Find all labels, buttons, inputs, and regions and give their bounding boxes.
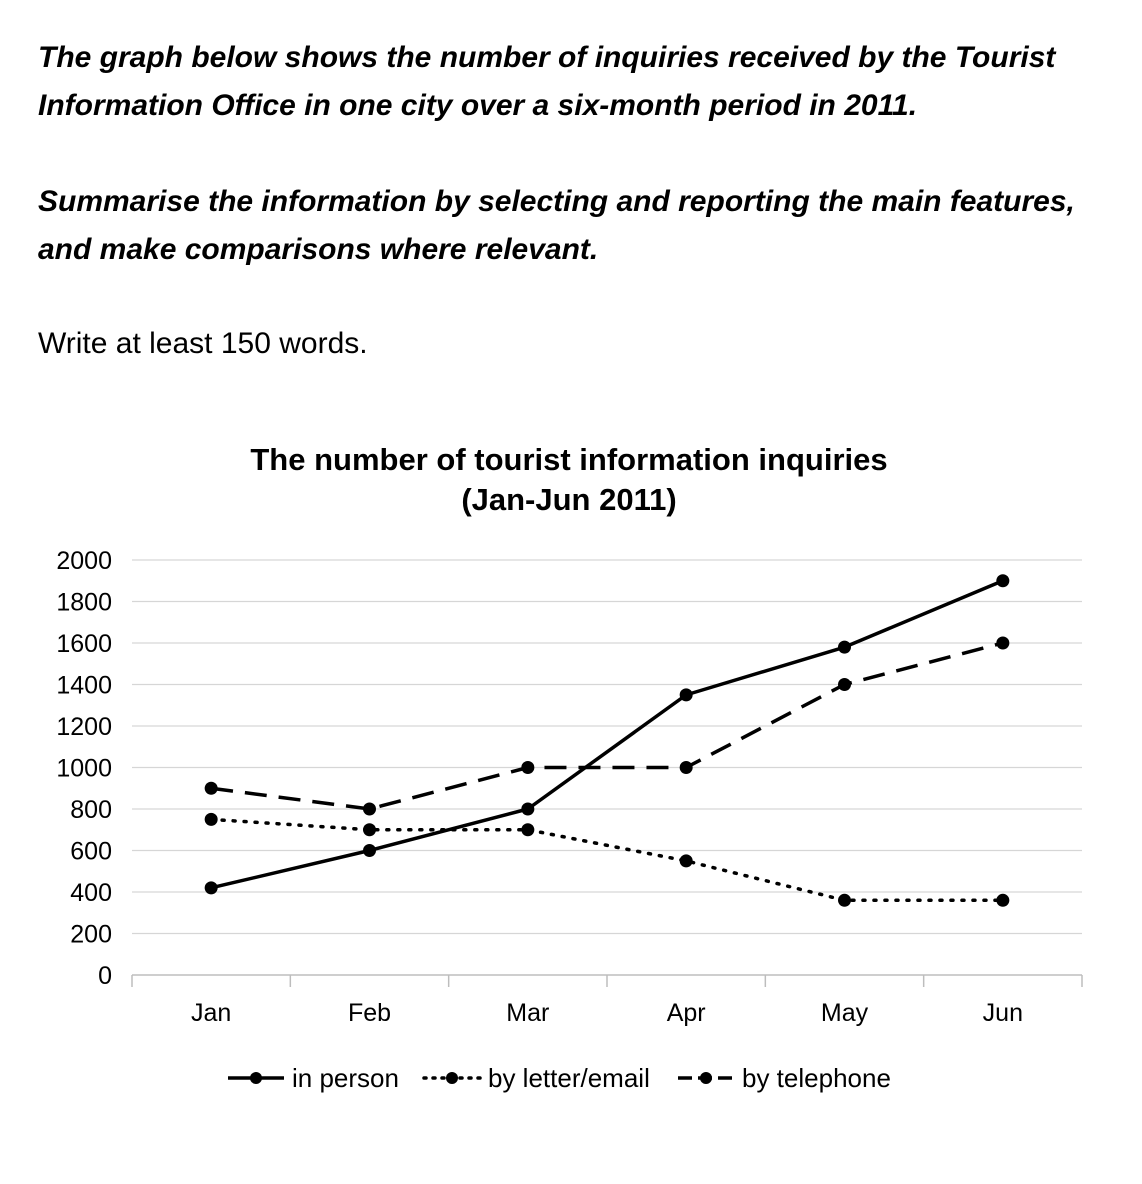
legend-item-by-letter-email: by letter/email — [422, 1063, 650, 1093]
data-point-in-person — [996, 574, 1010, 588]
y-tick-label: 1000 — [56, 755, 112, 783]
x-tick-label: Jan — [191, 999, 231, 1027]
word-count-instruction: Write at least 150 words. — [38, 327, 368, 360]
data-point-in-person — [838, 640, 851, 654]
legend-item-by-telephone: by telephone — [678, 1063, 891, 1093]
data-point-in-person — [679, 688, 693, 702]
series-by-letter-email — [204, 812, 1010, 907]
x-tick-label: Apr — [667, 999, 706, 1027]
data-point-by-letter-email — [363, 823, 376, 837]
y-tick-label: 400 — [70, 879, 112, 907]
series-by-telephone — [204, 636, 1010, 816]
data-point-by-telephone — [679, 761, 693, 774]
legend-marker — [446, 1072, 458, 1084]
series-in-person — [204, 574, 1010, 895]
x-axis-labels: Jan Feb Mar Apr May Jun — [191, 999, 1023, 1027]
y-axis-labels: 0 200 400 600 800 1000 1200 1400 1600 1800 2000 — [56, 547, 112, 990]
y-tick-label: 800 — [70, 796, 112, 824]
data-point-in-person — [204, 881, 218, 895]
x-tick-label: Feb — [348, 999, 391, 1027]
data-point-by-telephone — [204, 781, 218, 795]
legend-marker — [250, 1072, 262, 1084]
line-chart: The number of tourist information inquir… — [56, 442, 1083, 1093]
series-line-by-letter-email — [209, 817, 1005, 903]
gridlines — [132, 559, 1082, 935]
data-series — [204, 574, 1010, 907]
legend-item-in-person: in person — [228, 1063, 399, 1093]
task-description: The graph below shows the number of inqu… — [38, 41, 1056, 122]
data-point-by-letter-email — [204, 812, 218, 826]
legend-label: by telephone — [742, 1063, 891, 1093]
y-tick-label: 1200 — [56, 713, 112, 741]
series-line-in-person — [210, 579, 1004, 890]
data-point-by-telephone — [363, 802, 376, 816]
data-point-by-letter-email — [679, 854, 693, 868]
legend: in person by letter/email by telephone — [228, 1063, 891, 1093]
y-tick-label: 1400 — [56, 672, 112, 700]
data-point-by-letter-email — [838, 893, 851, 907]
y-tick-label: 0 — [98, 962, 112, 990]
x-tick-label: May — [821, 999, 869, 1027]
y-tick-label: 200 — [70, 921, 112, 949]
series-line-by-telephone — [210, 641, 1004, 811]
task-instructions: Summarise the information by selecting a… — [38, 185, 1075, 266]
data-point-by-telephone — [996, 636, 1010, 650]
x-tick-label: Jun — [983, 999, 1023, 1027]
y-tick-label: 600 — [70, 838, 112, 866]
data-point-by-telephone — [838, 678, 851, 691]
chart-subtitle: (Jan-Jun 2011) — [461, 482, 676, 517]
data-point-by-letter-email — [521, 823, 535, 837]
data-point-by-telephone — [521, 761, 535, 774]
data-point-in-person — [521, 802, 535, 816]
chart-title: The number of tourist information inquir… — [250, 442, 887, 477]
y-tick-label: 2000 — [56, 547, 112, 575]
x-axis — [131, 974, 1083, 987]
legend-marker — [700, 1072, 712, 1084]
data-point-in-person — [363, 844, 376, 857]
data-point-by-letter-email — [996, 893, 1010, 907]
y-tick-label: 1600 — [56, 630, 112, 658]
y-tick-label: 1800 — [56, 589, 112, 617]
legend-label: by letter/email — [488, 1063, 650, 1093]
x-tick-label: Mar — [506, 999, 549, 1027]
legend-label: in person — [292, 1063, 399, 1093]
